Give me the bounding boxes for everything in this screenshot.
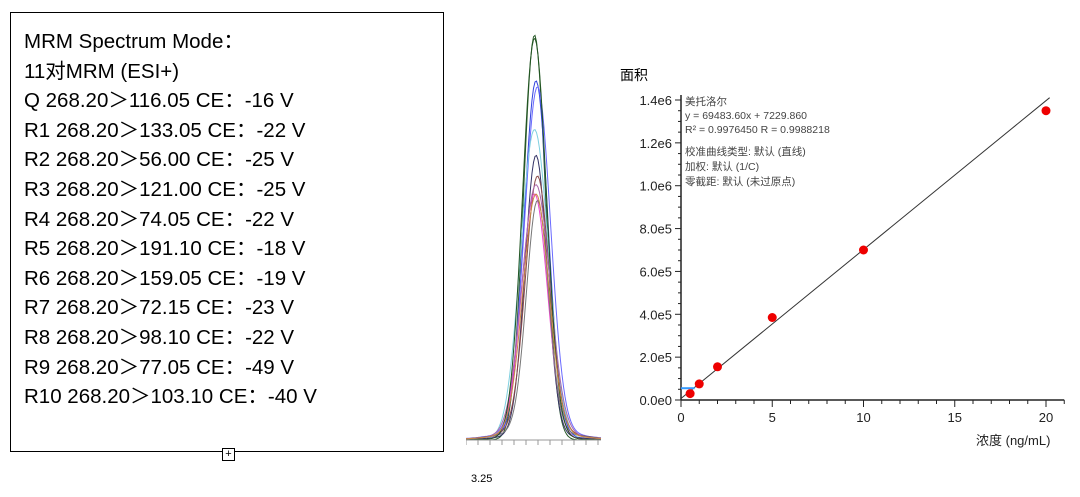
info-line: R8 268.20＞98.10 CE：-22 V <box>24 325 295 349</box>
info-line: R6 268.20＞159.05 CE：-19 V <box>24 266 306 290</box>
mrm-info-box: MRM Spectrum Mode： 11对MRM (ESI+) Q 268.20＞… <box>10 12 444 452</box>
chromatogram-trace <box>466 34 601 441</box>
x-tick-label: 15 <box>948 410 962 425</box>
y-tick-label: 1.2e6 <box>639 136 672 151</box>
data-point <box>1041 106 1051 116</box>
info-line: R1 268.20＞133.05 CE：-22 V <box>24 118 306 142</box>
chromatogram-x-tick-label: 3.25 <box>471 473 492 485</box>
y-tick-label: 0.0e0 <box>639 393 672 408</box>
y-tick-label: 8.0e5 <box>639 222 672 237</box>
x-tick-label: 20 <box>1039 410 1053 425</box>
chromatogram-trace <box>466 193 602 440</box>
chromatogram-trace <box>466 199 602 440</box>
info-line: 11对MRM (ESI+) <box>24 59 180 83</box>
chromatogram-trace <box>466 37 602 441</box>
info-line: R2 268.20＞56.00 CE：-25 V <box>24 148 295 172</box>
y-tick-label: 1.4e6 <box>639 93 672 108</box>
x-tick-label: 10 <box>856 410 870 425</box>
y-tick-label: 1.0e6 <box>639 179 672 194</box>
chart-annotation: 校准曲线类型: 默认 (直线) <box>685 145 806 158</box>
chromatogram-trace <box>466 193 601 441</box>
chart-annotation: 美托洛尔 <box>685 95 727 108</box>
data-point <box>713 362 722 372</box>
expand-handle-icon[interactable]: + <box>222 448 235 461</box>
chromatogram-trace <box>466 184 602 440</box>
chromatogram-trace <box>466 80 602 440</box>
y-tick-label: 2.0e5 <box>639 350 672 365</box>
chart-annotation: 零截距: 默认 (未过原点) <box>685 175 795 188</box>
y-tick-label: 4.0e5 <box>639 307 672 322</box>
info-line: R7 268.20＞72.15 CE：-23 V <box>24 296 295 320</box>
data-point <box>859 245 868 255</box>
info-line: R5 268.20＞191.10 CE：-18 V <box>24 237 306 261</box>
data-point <box>685 389 695 399</box>
data-point <box>694 379 704 389</box>
info-line: R3 268.20＞121.00 CE：-25 V <box>24 177 306 201</box>
chromatogram-trace <box>466 154 602 440</box>
y-tick-label: 6.0e5 <box>639 264 672 279</box>
chromatogram-trace <box>466 86 602 439</box>
info-line: Q 268.20＞116.05 CE：-16 V <box>24 89 294 113</box>
info-line: R4 268.20＞74.05 CE：-22 V <box>24 207 295 231</box>
x-axis-label: 浓度 (ng/mL) <box>976 433 1050 448</box>
data-point <box>767 313 777 322</box>
chromatogram: 3.25 <box>466 34 602 485</box>
chart-annotation: 加权: 默认 (1/C) <box>685 160 759 173</box>
chromatogram-trace <box>466 128 601 441</box>
info-line: R9 268.20＞77.05 CE：-49 V <box>24 355 295 379</box>
calibration-chart: 面积 浓度 (ng/mL) 0 5 10 15 20 0.0e0 2.0e5 4.0e5 6.0… <box>620 67 1065 448</box>
y-axis-label: 面积 <box>620 67 648 83</box>
info-line: R10 268.20＞103.10 CE：-40 V <box>24 385 317 409</box>
chart-annotation: y = 69483.60x + 7229.860 <box>685 110 807 122</box>
x-tick-label: 0 <box>677 410 684 425</box>
x-tick-label: 5 <box>769 410 776 425</box>
chart-annotation: R² = 0.9976450 R = 0.9988218 <box>685 124 830 136</box>
info-line: MRM Spectrum Mode： <box>24 30 244 53</box>
